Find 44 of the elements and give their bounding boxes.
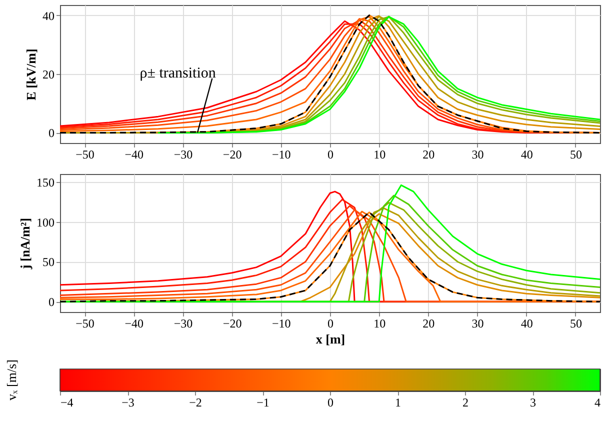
color-bar-label: −2 [189,396,202,410]
x-tick-label: −40 [124,148,144,162]
color-bar-label: 1 [395,396,401,410]
color-bar-label: −3 [122,396,134,410]
x-tick-label: −40 [124,316,144,330]
y-tick-label: 0 [48,126,54,140]
color-bar-label: −1 [256,396,270,410]
x-tick-label: 50 [570,316,582,330]
y-tick-label: 150 [36,175,54,190]
y-axis-title: j [nA/m²] [18,218,32,270]
x-tick-label: −20 [222,148,242,162]
y-tick-label: 0 [48,295,54,310]
line-series [157,16,600,134]
color-bar-label: 2 [462,396,468,410]
x-tick-label: 10 [374,148,386,162]
y-tick-label: 40 [42,8,54,23]
x-tick-label: 50 [570,148,582,162]
color-bar-label: 0 [328,396,334,410]
y-tick-label: 50 [42,255,54,270]
x-tick-label: 40 [520,148,533,162]
x-tick-label: −50 [76,316,94,330]
x-tick-label: 30 [472,316,484,330]
x-tick-label: −10 [272,316,291,330]
x-tick-label: −30 [174,316,193,330]
x-tick-label: 0 [328,148,334,162]
color-bar-label: −4 [60,396,74,410]
color-bar-label: 3 [530,396,536,410]
x-tick-label: −50 [76,148,94,162]
x-tick-label: 20 [422,148,435,162]
y-axis-title: E [kV/m] [24,48,38,100]
annotation: ρ± transition [140,66,216,82]
x-tick-label: 20 [422,316,435,330]
x-tick-label: 40 [520,316,533,330]
x-tick-label: −30 [174,148,193,162]
x-tick-label: 30 [472,148,484,162]
color-bar-title: vₓ [m/s] [4,360,19,400]
color-bar-label: 4 [594,396,600,410]
x-tick-label: 10 [374,316,386,330]
x-tick-label: −10 [272,148,291,162]
x-tick-label: 0 [328,316,334,330]
y-tick-label: 20 [42,68,54,82]
y-tick-label: 100 [36,215,54,230]
x-tick-label: −20 [222,316,242,330]
x-axis-title: x [m] [316,332,346,346]
